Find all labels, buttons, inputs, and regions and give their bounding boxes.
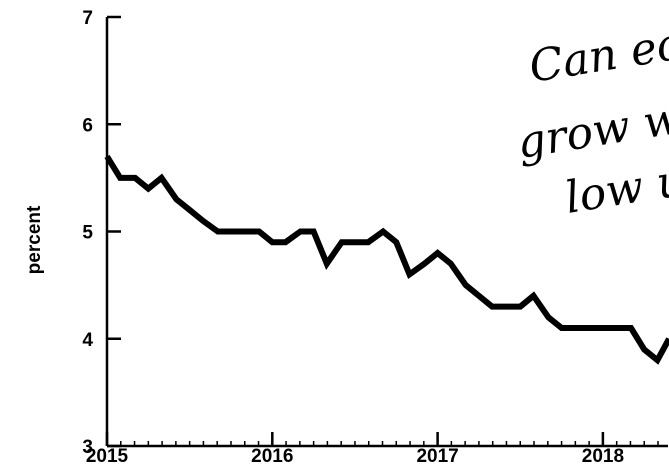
y-tick-label: 7 (82, 8, 93, 29)
y-tick-label: 4 (82, 330, 93, 351)
x-tick-label: 2018 (582, 446, 624, 465)
y-tick-label: 6 (82, 115, 93, 136)
x-tick-label: 2015 (86, 446, 129, 465)
x-tick-label: 2017 (416, 446, 458, 465)
y-axis-title: percent (24, 205, 45, 274)
x-ticks: 2015 2016 2017 2018 (86, 432, 659, 465)
plot-area (104, 154, 669, 365)
annotation-line: Can ec (526, 19, 669, 93)
series-line (104, 154, 669, 365)
annotation-line: low u (562, 155, 669, 224)
y-ticks: 3 4 5 6 7 (82, 8, 121, 458)
y-tick-label: 3 (82, 437, 93, 458)
annotation-line: grow w (514, 93, 669, 169)
x-tick-label: 2016 (251, 446, 293, 465)
y-tick-label: 5 (82, 223, 93, 244)
